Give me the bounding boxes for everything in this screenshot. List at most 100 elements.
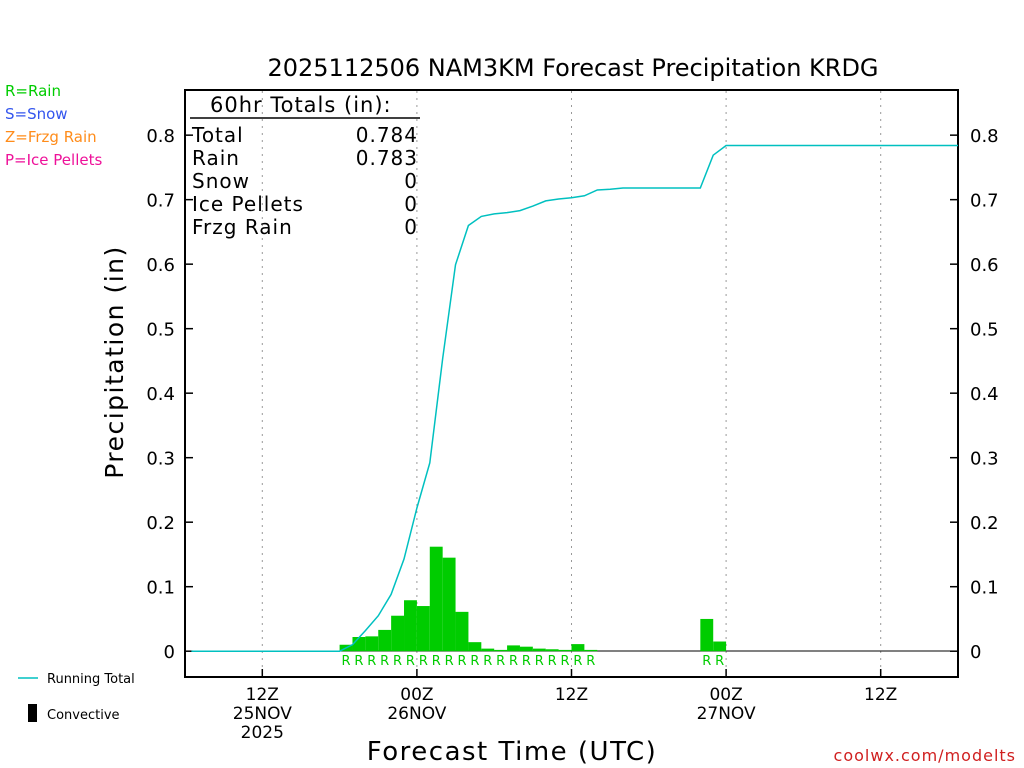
precip-type-label: R: [445, 654, 454, 669]
precip-type-label: R: [535, 654, 544, 669]
precip-type-label: R: [406, 654, 415, 669]
type-legend-item: S=Snow: [5, 105, 68, 123]
x-tick-label: 27NOV: [697, 704, 756, 724]
x-tick-label: 12Z: [555, 685, 588, 705]
precip-bar: [507, 645, 520, 652]
precip-type-label: R: [573, 654, 582, 669]
x-axis-label: Forecast Time (UTC): [367, 737, 658, 767]
x-tick-label: 12Z: [864, 685, 897, 705]
y-tick-label-left: 0.2: [146, 513, 175, 534]
precip-type-label: R: [522, 654, 531, 669]
precip-type-label: R: [496, 654, 505, 669]
type-legend-item: P=Ice Pellets: [5, 151, 102, 169]
precip-type-label: R: [702, 654, 711, 669]
watermark: coolwx.com/modelts: [834, 746, 1016, 765]
y-tick-label-right: 0.4: [970, 384, 999, 405]
precip-bar: [713, 641, 727, 652]
precip-bars: [339, 546, 727, 652]
precip-bar: [481, 648, 495, 652]
precip-type-label: R: [432, 654, 441, 669]
precip-type-label: R: [483, 654, 492, 669]
precip-type-label: R: [342, 654, 351, 669]
y-tick-label-left: 0: [164, 642, 175, 663]
precip-type-label: R: [354, 654, 363, 669]
totals-box: 60hr Totals (in): Total 0.784 Rain 0.783 Sno…: [190, 93, 420, 239]
precip-bar: [404, 600, 417, 652]
totals-label: Rain: [192, 146, 240, 170]
totals-value: 0.783: [356, 146, 418, 170]
precip-type-label: R: [470, 654, 479, 669]
series-legend-label: Convective: [47, 708, 120, 723]
precip-bar: [532, 648, 546, 652]
y-axis-right: 0 0.1 0.2 0.3 0.4 0.5 0.6 0.7 0.8: [950, 126, 999, 663]
precip-bar: [468, 642, 482, 652]
y-tick-label-right: 0.7: [970, 191, 999, 212]
y-axis-label: Precipitation (in): [100, 245, 129, 479]
y-tick-label-right: 0.5: [970, 320, 999, 341]
precip-bar: [571, 644, 585, 652]
precip-type-label: R: [586, 654, 595, 669]
x-tick-label: 00Z: [400, 685, 433, 705]
totals-label: Total: [191, 123, 244, 147]
precip-type-label: R: [393, 654, 402, 669]
y-tick-label-right: 0.1: [970, 578, 999, 599]
precip-bar: [442, 557, 456, 652]
x-tick-label: 26NOV: [387, 704, 446, 724]
precip-bar: [391, 615, 405, 652]
totals-label: Ice Pellets: [192, 192, 304, 216]
chart-title: 2025112506 NAM3KM Forecast Precipitation…: [267, 54, 878, 82]
y-tick-label-right: 0.2: [970, 513, 999, 534]
series-legend: Running Total Convective: [18, 672, 135, 723]
x-tick-label: 25NOV: [233, 704, 292, 724]
totals-value: 0: [404, 215, 418, 239]
precip-type-label: R: [380, 654, 389, 669]
precip-bar: [584, 649, 598, 652]
totals-value: 0: [404, 169, 418, 193]
precip-bar: [700, 618, 714, 652]
precip-bar: [455, 611, 469, 652]
precip-type-label: R: [419, 654, 428, 669]
convective-legend-swatch: [28, 704, 37, 722]
precip-type-label: R: [457, 654, 466, 669]
y-axis-left: 0 0.1 0.2 0.3 0.4 0.5 0.6 0.7 0.8: [146, 126, 193, 663]
precip-type-label: R: [715, 654, 724, 669]
y-tick-label-right: 0: [970, 642, 981, 663]
precip-bar: [365, 636, 379, 652]
y-tick-label-left: 0.6: [146, 255, 175, 276]
precip-bar: [429, 546, 443, 652]
precip-bar: [378, 629, 392, 652]
totals-value: 0: [404, 192, 418, 216]
precip-bar: [416, 606, 430, 652]
x-tick-label: 12Z: [246, 685, 279, 705]
y-tick-label-left: 0.1: [146, 578, 175, 599]
y-tick-label-right: 0.3: [970, 449, 999, 470]
series-legend-label: Running Total: [47, 672, 135, 687]
y-tick-label-right: 0.8: [970, 126, 999, 147]
precip-type-legend: R=Rain S=Snow Z=Frzg Rain P=Ice Pellets: [5, 82, 102, 169]
totals-value: 0.784: [356, 123, 418, 147]
totals-label: Frzg Rain: [192, 215, 293, 239]
x-tick-label: 00Z: [709, 685, 742, 705]
precip-bar: [545, 649, 559, 652]
precip-type-label: R: [367, 654, 376, 669]
totals-label: Snow: [192, 169, 250, 193]
running-total-line: [191, 144, 958, 652]
type-legend-item: R=Rain: [5, 82, 61, 100]
precip-bar: [352, 637, 366, 652]
precip-type-label: R: [509, 654, 518, 669]
y-tick-label-right: 0.6: [970, 255, 999, 276]
precip-type-label: R: [548, 654, 557, 669]
y-tick-label-left: 0.3: [146, 449, 175, 470]
y-tick-label-left: 0.4: [146, 384, 175, 405]
y-tick-label-left: 0.7: [146, 191, 175, 212]
y-tick-label-left: 0.8: [146, 126, 175, 147]
totals-header: 60hr Totals (in):: [210, 93, 392, 117]
precip-bar: [519, 646, 533, 652]
precip-type-label: R: [561, 654, 570, 669]
type-legend-item: Z=Frzg Rain: [5, 128, 97, 146]
precip-bar: [558, 649, 572, 652]
x-gridlines: [261, 91, 882, 676]
